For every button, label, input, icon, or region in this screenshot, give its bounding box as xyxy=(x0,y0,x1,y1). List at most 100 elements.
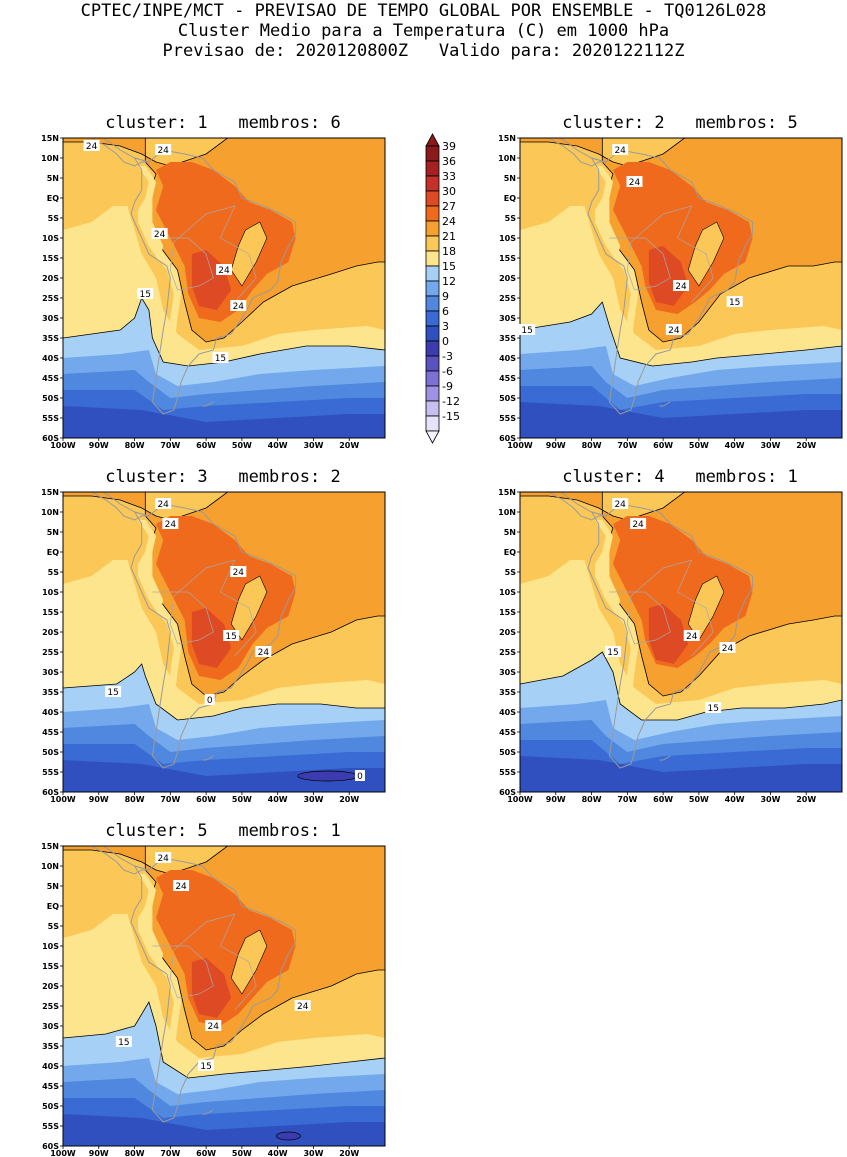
svg-text:15: 15 xyxy=(707,704,718,714)
lon-label: 20W xyxy=(339,441,359,450)
colorbar-swatch xyxy=(426,161,439,176)
lon-label: 80W xyxy=(125,441,145,450)
contour-label: 15 xyxy=(705,702,721,714)
contour-label: 15 xyxy=(727,296,743,308)
lat-label: 25S xyxy=(42,648,59,657)
lon-label: 60W xyxy=(196,1149,216,1157)
map-panel-5: 15N 10N 5N EQ 5S 10S 15S 20S 25S 30S 35S 40S 45S 50S 5… xyxy=(63,846,385,1146)
colorbar: 393633302724211815129630-3-6-9-12-15 xyxy=(420,132,470,442)
lon-label: 80W xyxy=(125,1149,145,1157)
lat-label: 35S xyxy=(499,688,516,697)
lon-label: 100W xyxy=(507,795,533,804)
svg-text:24: 24 xyxy=(629,178,641,188)
lat-label: 35S xyxy=(42,334,59,343)
colorbar-label: 0 xyxy=(442,335,449,348)
colorbar-label: 36 xyxy=(442,155,456,168)
colorbar-swatch xyxy=(426,401,439,416)
contour-label: 24 xyxy=(152,228,168,240)
colorbar-label: -9 xyxy=(442,380,453,393)
header-line-1: CPTEC/INPE/MCT - PREVISAO DE TEMPO GLOBA… xyxy=(0,2,847,21)
contour-label: 24 xyxy=(162,518,178,530)
svg-text:15: 15 xyxy=(729,298,740,308)
lat-label: 35S xyxy=(42,1042,59,1051)
lon-label: 30W xyxy=(303,1149,323,1157)
lat-label: 50S xyxy=(42,1102,59,1111)
contour-label: 24 xyxy=(173,880,189,892)
colorbar-swatch xyxy=(426,356,439,371)
lat-label: 50S xyxy=(499,394,516,403)
lon-label: 90W xyxy=(89,795,109,804)
contour-label: 15 xyxy=(105,686,121,698)
lon-label: 80W xyxy=(125,795,145,804)
svg-text:24: 24 xyxy=(157,500,169,510)
colorbar-label: 33 xyxy=(442,170,456,183)
header-line-2: Cluster Medio para a Temperatura (C) em … xyxy=(0,22,847,41)
colorbar-swatch xyxy=(426,326,439,341)
lon-label: 100W xyxy=(50,441,76,450)
lat-label: 55S xyxy=(499,768,516,777)
lon-label: 50W xyxy=(232,1149,252,1157)
svg-text:24: 24 xyxy=(722,644,734,654)
lat-label: 5S xyxy=(48,568,60,577)
svg-text:24: 24 xyxy=(614,500,626,510)
lon-label: 100W xyxy=(50,1149,76,1157)
lon-label: 50W xyxy=(232,795,252,804)
svg-text:24: 24 xyxy=(154,230,166,240)
colorbar-swatch xyxy=(426,281,439,296)
lon-label: 40W xyxy=(268,441,288,450)
lat-label: 55S xyxy=(42,414,59,423)
lat-label: 5N xyxy=(47,882,59,891)
lon-label: 20W xyxy=(339,795,359,804)
lat-label: 15N xyxy=(498,134,516,143)
lat-label: 40S xyxy=(499,354,516,363)
lat-label: 10N xyxy=(498,508,516,517)
lat-label: 30S xyxy=(499,668,516,677)
colorbar-label: 6 xyxy=(442,305,449,318)
lon-label: 80W xyxy=(582,795,602,804)
colorbar-bottom-arrow xyxy=(426,431,439,443)
colorbar-label: 30 xyxy=(442,185,456,198)
svg-text:24: 24 xyxy=(614,146,626,156)
colorbar-label: 39 xyxy=(442,140,456,153)
svg-text:24: 24 xyxy=(165,520,177,530)
lon-label: 30W xyxy=(303,441,323,450)
lon-label: 100W xyxy=(507,441,533,450)
map-panel-1: 15N 10N 5N EQ 5S 10S 15S 20S 25S 30S 35S 40S 45S 50S 5… xyxy=(63,138,385,438)
lat-label: 45S xyxy=(499,374,516,383)
panel-2-title: cluster: 2 membros: 5 xyxy=(500,113,847,133)
panel-5-title: cluster: 5 membros: 1 xyxy=(43,821,403,841)
lon-label: 30W xyxy=(303,795,323,804)
lat-label: 5N xyxy=(504,174,516,183)
colorbar-swatch xyxy=(426,236,439,251)
colorbar-swatch xyxy=(426,146,439,161)
lat-label: EQ xyxy=(504,548,516,557)
lat-label: 20S xyxy=(42,628,59,637)
header-line-3: Previsao de: 2020120800Z Valido para: 20… xyxy=(0,42,847,61)
svg-text:24: 24 xyxy=(218,266,230,276)
lat-label: 55S xyxy=(42,768,59,777)
lat-label: 40S xyxy=(42,354,59,363)
lon-label: 90W xyxy=(89,441,109,450)
contour-label: 24 xyxy=(155,144,171,156)
lat-label: 20S xyxy=(42,274,59,283)
lat-label: 15S xyxy=(42,608,59,617)
colorbar-top-arrow xyxy=(426,134,439,146)
contour-label: 24 xyxy=(720,642,736,654)
lon-label: 40W xyxy=(268,1149,288,1157)
lat-label: 15S xyxy=(42,962,59,971)
contour-label: 24 xyxy=(630,518,646,530)
contour-label: 15 xyxy=(198,1060,214,1072)
lat-label: 30S xyxy=(499,314,516,323)
svg-text:15: 15 xyxy=(200,1062,211,1072)
lon-label: 80W xyxy=(582,441,602,450)
map-panel-4: 15N10N5NEQ5S10S15S20S25S30S35S40S45S50S5… xyxy=(520,492,842,792)
map-panel-3: 15N 10N 5N EQ 5S 10S 15S 20S 25S 30S 35S 40S 45S 50S 5… xyxy=(63,492,385,792)
lat-label: 15S xyxy=(42,254,59,263)
lat-label: 10N xyxy=(41,154,59,163)
svg-text:24: 24 xyxy=(157,146,169,156)
lon-label: 90W xyxy=(89,1149,109,1157)
lat-label: 30S xyxy=(42,668,59,677)
contour-label: 24 xyxy=(684,630,700,642)
svg-text:24: 24 xyxy=(675,282,687,292)
contour-label: 24 xyxy=(205,1020,221,1032)
